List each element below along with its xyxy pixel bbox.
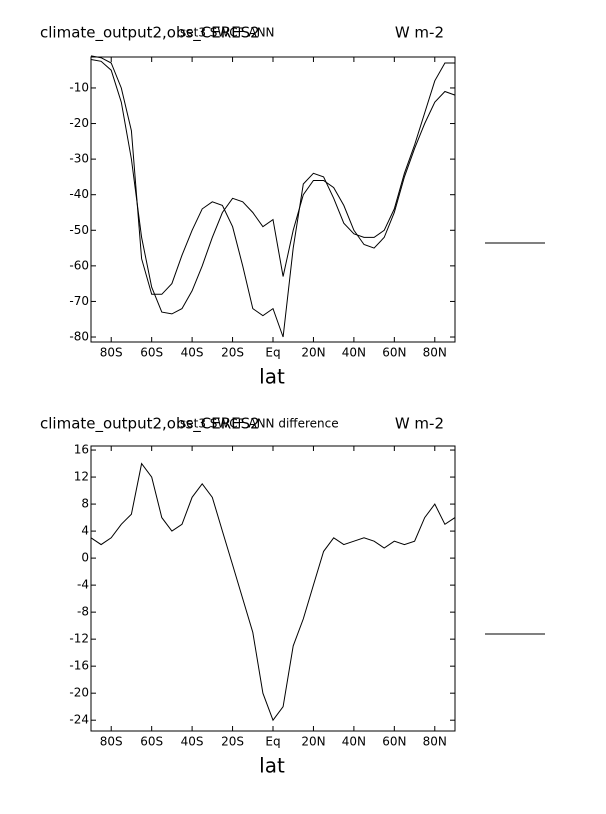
chart-subtitle: set3 SWCF ANN: [180, 26, 275, 40]
x-tick-label: 40N: [342, 346, 366, 360]
y-tick-label: -8: [77, 605, 89, 619]
x-tick-label: 20N: [301, 346, 325, 360]
x-tick-label: 20N: [301, 735, 325, 749]
y-tick-label: -60: [69, 258, 89, 272]
y-tick-label: -40: [69, 187, 89, 201]
plot-frame: [90, 56, 456, 343]
y-tick-label: 16: [74, 443, 89, 457]
y-tick-label: -16: [69, 659, 89, 673]
x-tick-label: 80N: [423, 346, 447, 360]
x-tick-label: 20S: [221, 735, 244, 749]
x-tick-label: 60S: [140, 346, 163, 360]
x-tick-label: 60N: [382, 735, 406, 749]
series-line: [90, 59, 456, 315]
chart-subtitle: set3 SWCF ANN difference: [180, 417, 339, 431]
x-tick-label: 80N: [423, 735, 447, 749]
x-tick-label: 40N: [342, 735, 366, 749]
plot-frame: [90, 445, 456, 732]
y-tick-label: -24: [69, 713, 89, 727]
x-tick-label: 40S: [181, 346, 204, 360]
y-tick-label: 0: [81, 551, 89, 565]
x-tick-label: Eq: [265, 346, 280, 360]
y-tick-label: -30: [69, 152, 89, 166]
units-label: W m-2: [395, 24, 444, 42]
x-axis-label: lat: [259, 365, 285, 389]
chart-title: climate_output2,obs_CERES2: [40, 415, 260, 434]
x-tick-label: Eq: [265, 735, 280, 749]
y-tick-label: -10: [69, 80, 89, 94]
series-line: [90, 55, 455, 338]
y-tick-label: 8: [81, 497, 89, 511]
y-tick-label: -50: [69, 223, 89, 237]
y-tick-label: -70: [69, 294, 89, 308]
x-tick-label: 20S: [221, 346, 244, 360]
y-tick-label: -80: [69, 330, 89, 344]
chart-title: climate_output2,obs_CERES2: [40, 24, 260, 43]
x-tick-label: 60N: [382, 346, 406, 360]
y-tick-label: 4: [81, 524, 89, 538]
x-axis-label: lat: [259, 754, 285, 778]
y-tick-label: 12: [74, 470, 89, 484]
series-line: [90, 462, 456, 722]
y-tick-label: -4: [77, 578, 89, 592]
x-tick-label: 80S: [100, 735, 123, 749]
x-tick-label: 40S: [181, 735, 204, 749]
y-tick-label: -12: [69, 632, 89, 646]
y-tick-label: -20: [69, 116, 89, 130]
y-tick-label: -20: [69, 686, 89, 700]
x-tick-label: 80S: [100, 346, 123, 360]
x-tick-label: 60S: [140, 735, 163, 749]
units-label: W m-2: [395, 415, 444, 433]
